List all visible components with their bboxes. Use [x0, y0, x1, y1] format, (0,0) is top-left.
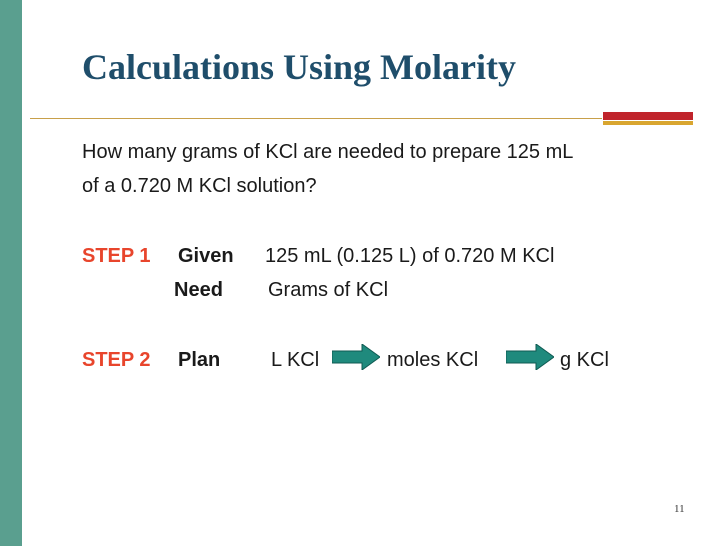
plan-item-moles: moles KCl [387, 349, 479, 371]
need-label: Need [174, 279, 223, 301]
step1-label: STEP 1 [82, 245, 151, 267]
plan-item-grams: g KCl [560, 349, 609, 371]
step2-label: STEP 2 [82, 349, 151, 371]
accent-bar-gold [603, 121, 693, 125]
given-label: Given [178, 245, 234, 267]
plan-item-liters: L KCl [271, 349, 320, 371]
slide-title: Calculations Using Molarity [82, 47, 517, 87]
need-value: Grams of KCl [268, 279, 389, 301]
title-divider [30, 118, 602, 119]
side-color-bar [0, 0, 22, 546]
given-value: 125 mL (0.125 L) of 0.720 M KCl [265, 245, 555, 267]
plan-label: Plan [178, 349, 221, 371]
question-line-2: of a 0.720 M KCl solution? [82, 175, 317, 197]
question-line-1: How many grams of KCl are needed to prep… [82, 141, 574, 163]
right-arrow-icon [506, 344, 554, 370]
page-number: 11 [674, 503, 685, 515]
accent-bar-red [603, 112, 693, 120]
right-arrow-icon [332, 344, 380, 370]
